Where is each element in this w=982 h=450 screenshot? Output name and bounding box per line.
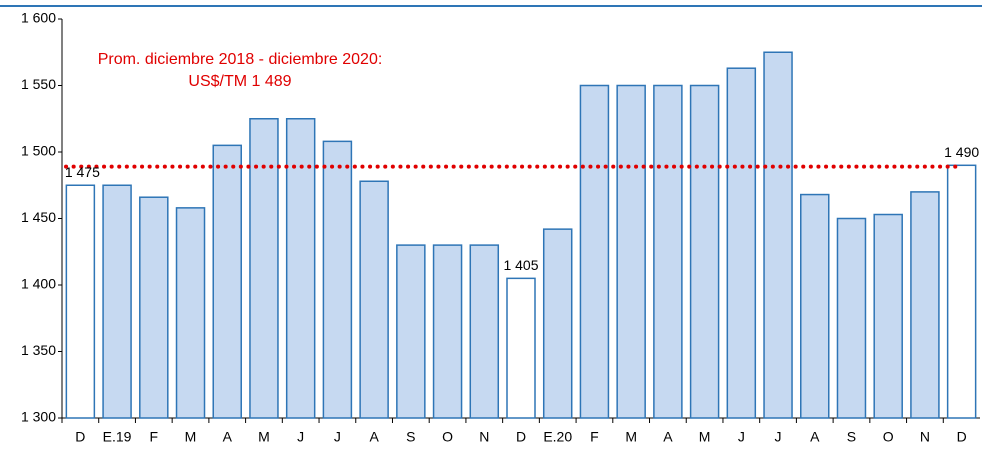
x-tick-label: D — [516, 429, 526, 445]
x-tick-label: F — [150, 429, 159, 445]
bar — [175, 207, 206, 419]
bar — [506, 277, 536, 419]
bar — [616, 84, 646, 419]
bar — [910, 191, 940, 419]
x-tick-label: S — [847, 429, 856, 445]
y-tick-label: 1 300 — [21, 409, 56, 425]
x-tick-label: M — [699, 429, 711, 445]
bar — [726, 67, 757, 419]
x-tick-label: J — [775, 429, 782, 445]
bar — [322, 140, 353, 419]
x-tick-label: J — [334, 429, 341, 445]
bar — [542, 228, 573, 419]
bar — [139, 196, 169, 419]
x-tick-label: E.19 — [103, 429, 132, 445]
x-tick-label: A — [810, 429, 820, 445]
bar — [249, 118, 279, 419]
x-tick-label: O — [442, 429, 453, 445]
x-tick-label: A — [223, 429, 233, 445]
x-tick-label: J — [297, 429, 304, 445]
bar — [873, 213, 903, 419]
bar — [836, 217, 867, 419]
bar — [653, 84, 683, 419]
x-tick-label: E.20 — [543, 429, 572, 445]
x-tick-label: J — [738, 429, 745, 445]
y-tick-label: 1 500 — [21, 143, 56, 159]
y-tick-label: 1 600 — [21, 10, 56, 26]
x-tick-label: M — [185, 429, 197, 445]
bar — [396, 244, 426, 419]
bar — [212, 144, 242, 419]
bar — [285, 118, 316, 419]
y-tick-label: 1 400 — [21, 276, 56, 292]
bar — [359, 180, 389, 419]
data-label: 1 475 — [65, 164, 100, 180]
y-tick-label: 1 450 — [21, 209, 56, 225]
bar — [432, 244, 463, 419]
x-tick-label: D — [957, 429, 967, 445]
bar — [579, 84, 610, 419]
bar — [469, 244, 500, 419]
x-tick-label: A — [663, 429, 673, 445]
reference-label: US$/TM 1 489 — [188, 73, 291, 90]
bar — [689, 84, 720, 419]
bar — [800, 193, 830, 419]
x-tick-label: D — [75, 429, 85, 445]
x-tick-label: S — [406, 429, 415, 445]
data-label: 1 405 — [503, 257, 538, 273]
bar — [65, 184, 96, 419]
bar — [763, 51, 793, 419]
reference-label: Prom. diciembre 2018 - diciembre 2020: — [98, 51, 383, 68]
x-tick-label: F — [590, 429, 599, 445]
x-tick-label: M — [625, 429, 637, 445]
x-tick-label: N — [479, 429, 489, 445]
y-tick-label: 1 350 — [21, 342, 56, 358]
x-tick-label: M — [258, 429, 270, 445]
x-tick-label: O — [883, 429, 894, 445]
x-tick-label: N — [920, 429, 930, 445]
y-tick-label: 1 550 — [21, 76, 56, 92]
x-tick-label: A — [369, 429, 379, 445]
bar — [946, 164, 977, 419]
data-label: 1 490 — [944, 144, 979, 160]
bar — [102, 184, 132, 419]
